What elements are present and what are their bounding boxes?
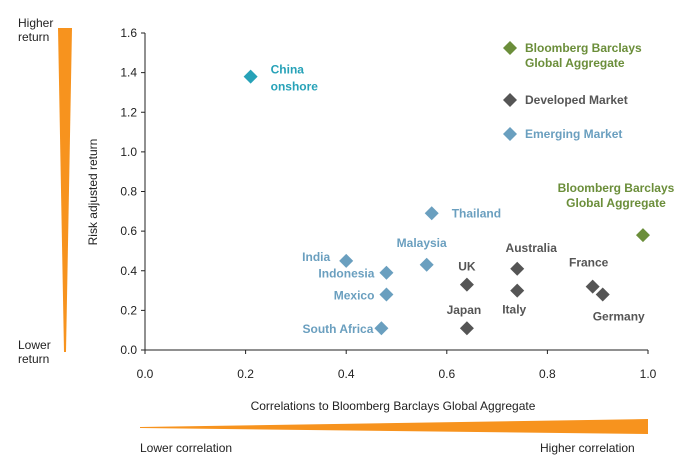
y-tick-label: 1.6: [120, 26, 137, 40]
x-tick-label: 0.2: [237, 367, 254, 381]
point-label: Bloomberg Barclays Global Aggregate: [558, 181, 675, 210]
data-point-marker: [243, 69, 258, 84]
point-label: Japan: [447, 303, 482, 317]
point-label: Emerging Market: [525, 127, 622, 141]
point-label: Germany: [593, 310, 645, 324]
data-point-marker: [419, 257, 434, 272]
x-axis-title: Correlations to Bloomberg Barclays Globa…: [251, 399, 536, 413]
legend: Bloomberg Barclays Global Aggregate Develo…: [503, 41, 642, 141]
point-label: Malaysia: [397, 236, 447, 250]
data-point-marker: [459, 321, 474, 336]
y-tick-label: 0.2: [120, 303, 137, 317]
point-label: South Africa: [303, 322, 374, 336]
data-point-marker: [510, 261, 525, 276]
x-tick-label: 1.0: [640, 367, 657, 381]
data-point-marker: [585, 279, 600, 294]
x-tick-label: 0.8: [539, 367, 556, 381]
point-label: Mexico: [334, 289, 375, 303]
correlation-ramp: [140, 419, 648, 434]
x-tick-label: 0.6: [438, 367, 455, 381]
y-tick-label: 1.4: [120, 66, 137, 80]
tick-labels: 0.0 0.2 0.4 0.6 0.8 1.0 1.2 1.4 1.6 0.0 0.2 0.4 0.6 0…: [120, 26, 656, 381]
point-label: Developed Market: [525, 93, 628, 107]
point-label: Bloomberg Barclays Global Aggregate: [525, 41, 642, 70]
data-point-marker: [424, 206, 439, 221]
point-label: Thailand: [452, 206, 501, 220]
point-label: India: [302, 250, 330, 264]
y-tick-label: 0.8: [120, 185, 137, 199]
data-point-marker: [379, 287, 394, 302]
y-tick-label: 0.6: [120, 224, 137, 238]
data-points: China onshore Thailand India Malaysia Indones…: [243, 63, 675, 336]
higher-correlation-label: Higher correlation: [540, 441, 635, 455]
data-point-marker: [339, 253, 354, 268]
y-tick-label: 0.4: [120, 264, 137, 278]
lower-correlation-label: Lower correlation: [140, 441, 233, 455]
data-point-marker: [510, 283, 525, 298]
point-label: Italy: [502, 303, 526, 317]
y-axis-title: Risk adjusted return: [86, 139, 100, 246]
return-ramp: [58, 28, 72, 352]
legend-marker: [503, 41, 517, 55]
point-label: UK: [458, 260, 476, 274]
y-tick-label: 0.0: [120, 343, 137, 357]
y-tick-label: 1.2: [120, 105, 137, 119]
point-label: Indonesia: [318, 267, 374, 281]
point-label: China onshore: [271, 63, 319, 94]
data-point-marker: [379, 265, 394, 280]
point-label: Australia: [506, 241, 558, 255]
data-point-marker: [459, 277, 474, 292]
x-tick-label: 0.0: [137, 367, 154, 381]
data-point-marker: [635, 228, 650, 243]
x-tick-label: 0.4: [338, 367, 355, 381]
point-label: France: [569, 256, 609, 270]
higher-return-label: Higher return: [18, 16, 54, 44]
y-tick-label: 1.0: [120, 145, 137, 159]
data-point-marker: [374, 321, 389, 336]
lower-return-label: Lower return: [18, 338, 51, 366]
legend-marker: [503, 93, 517, 107]
legend-marker: [503, 127, 517, 141]
axes: [141, 32, 649, 354]
data-point-marker: [595, 287, 610, 302]
